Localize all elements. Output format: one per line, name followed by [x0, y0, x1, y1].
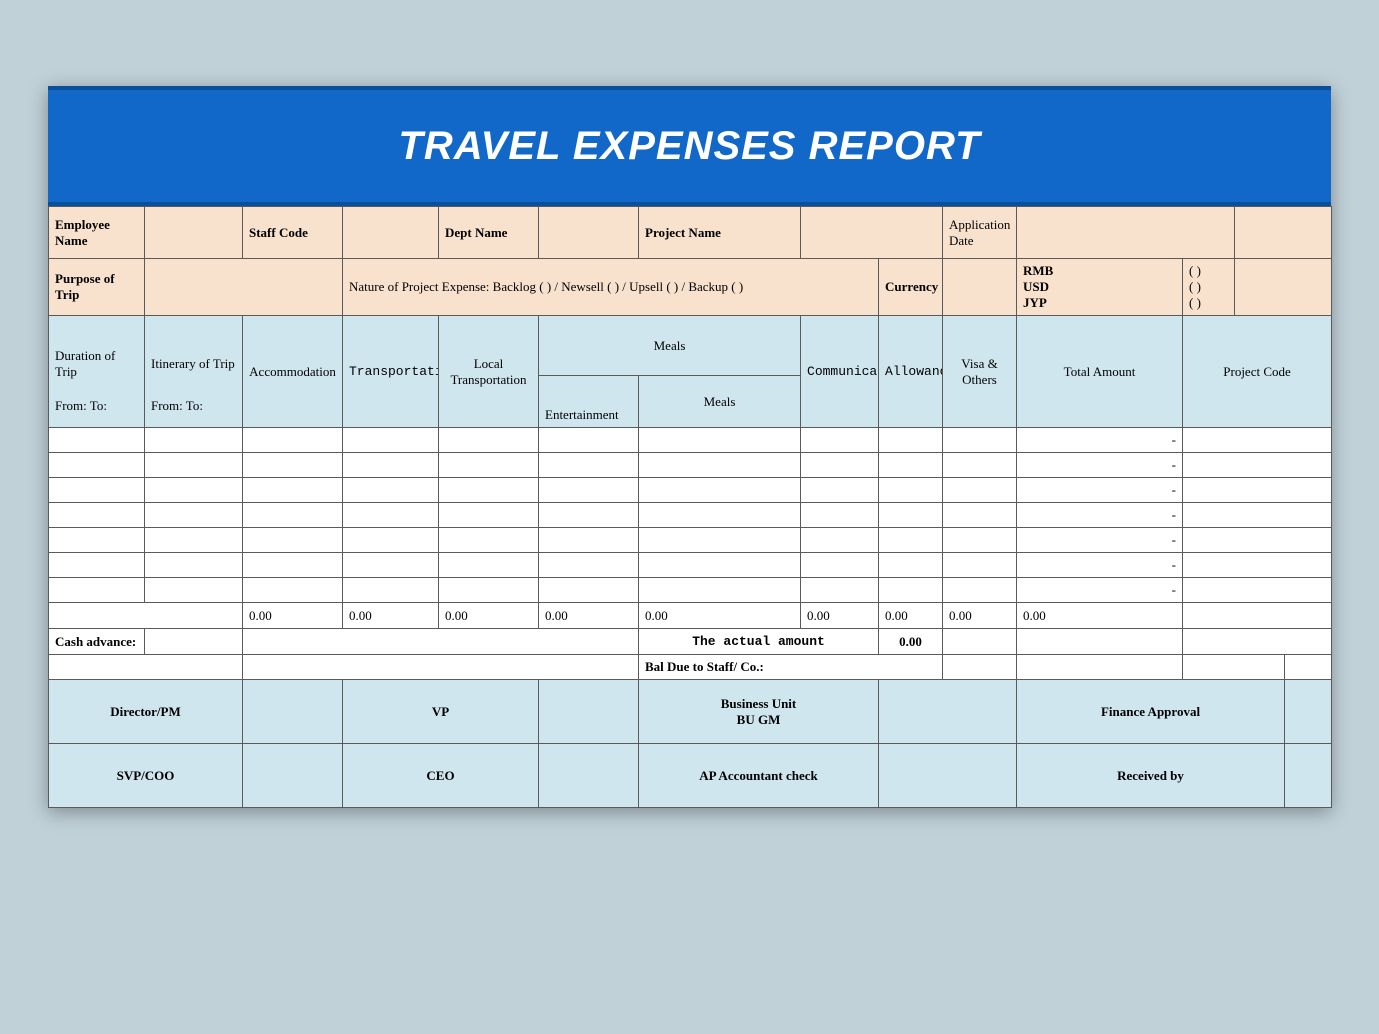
label-actual-amount: The actual amount [639, 629, 879, 655]
col-meals-sub: Meals [639, 376, 801, 428]
sig-svp: SVP/COO [49, 744, 243, 808]
sig-director-box[interactable] [243, 680, 343, 744]
paren-usd: ( ) [1189, 279, 1228, 295]
data-row[interactable]: - [49, 528, 1332, 553]
data-row[interactable]: - [49, 578, 1332, 603]
currency-rmb: RMB [1023, 263, 1176, 279]
paren-rmb: ( ) [1189, 263, 1228, 279]
col-communication: Communication [801, 316, 879, 428]
row-total: - [1017, 578, 1183, 603]
sig-ceo-box[interactable] [539, 744, 639, 808]
label-employee-name: Employee Name [49, 207, 145, 259]
col-project-code: Project Code [1183, 316, 1332, 428]
expense-report-sheet: TRAVEL EXPENSES REPORT Employee Name Sta… [48, 86, 1331, 808]
row-total: - [1017, 478, 1183, 503]
title-band: TRAVEL EXPENSES REPORT [48, 86, 1331, 206]
label-app-date: Application Date [943, 207, 1017, 259]
col-transportation: Transportation [343, 316, 439, 428]
field-currency[interactable] [943, 259, 1017, 316]
col-visa: Visa & Others [943, 316, 1017, 428]
sum-meals: 0.00 [639, 603, 801, 629]
row-total: - [1017, 428, 1183, 453]
col-entertainment: Entertainment [539, 376, 639, 428]
col-local-transport: Local Transportation [439, 316, 539, 428]
col-total: Total Amount [1017, 316, 1183, 428]
sum-visa: 0.00 [943, 603, 1017, 629]
currency-usd: USD [1023, 279, 1176, 295]
field-staff-code[interactable] [343, 207, 439, 259]
sum-allowance: 0.00 [879, 603, 943, 629]
col-itinerary: Itinerary of Trip From: To: [145, 316, 243, 428]
label-bal-due: Bal Due to Staff/ Co.: [639, 655, 943, 680]
row-total: - [1017, 453, 1183, 478]
label-purpose: Purpose of Trip [49, 259, 145, 316]
sig-director: Director/PM [49, 680, 243, 744]
field-app-date[interactable] [1017, 207, 1235, 259]
field-project-name[interactable] [801, 207, 943, 259]
field-dept-name[interactable] [539, 207, 639, 259]
sum-entertainment: 0.00 [539, 603, 639, 629]
sig-bu-box[interactable] [879, 680, 1017, 744]
sum-communication: 0.00 [801, 603, 879, 629]
report-title: TRAVEL EXPENSES REPORT [398, 124, 980, 169]
col-duration: Duration of Trip From: To: [49, 316, 145, 428]
sig-vp: VP [343, 680, 539, 744]
sig-finance: Finance Approval [1017, 680, 1285, 744]
label-currency: Currency [879, 259, 943, 316]
currency-list: RMB USD JYP [1017, 259, 1183, 316]
field-app-date-extra[interactable] [1235, 207, 1332, 259]
col-accommodation: Accommodation [243, 316, 343, 428]
data-row[interactable]: - [49, 503, 1332, 528]
currency-jyp: JYP [1023, 295, 1176, 311]
data-row[interactable]: - [49, 453, 1332, 478]
col-itinerary-sub: From: To: [151, 398, 236, 414]
field-purpose[interactable] [145, 259, 343, 316]
currency-extra[interactable] [1235, 259, 1332, 316]
field-cash-advance[interactable] [145, 629, 243, 655]
sig-finance-box[interactable] [1285, 680, 1332, 744]
row-total: - [1017, 528, 1183, 553]
sig-received-box[interactable] [1285, 744, 1332, 808]
field-employee-name[interactable] [145, 207, 243, 259]
sig-received: Received by [1017, 744, 1285, 808]
currency-parens: ( ) ( ) ( ) [1183, 259, 1235, 316]
value-actual-amount: 0.00 [879, 629, 943, 655]
col-meals-group: Meals [539, 316, 801, 376]
sum-local: 0.00 [439, 603, 539, 629]
col-duration-sub: From: To: [55, 398, 138, 414]
sig-svp-box[interactable] [243, 744, 343, 808]
sig-ceo: CEO [343, 744, 539, 808]
sig-bu: Business Unit BU GM [639, 680, 879, 744]
sum-transportation: 0.00 [343, 603, 439, 629]
label-dept-name: Dept Name [439, 207, 539, 259]
sig-ap-box[interactable] [879, 744, 1017, 808]
data-row[interactable]: - [49, 553, 1332, 578]
label-cash-advance: Cash advance: [49, 629, 145, 655]
row-total: - [1017, 503, 1183, 528]
data-row[interactable]: - [49, 478, 1332, 503]
sig-vp-box[interactable] [539, 680, 639, 744]
label-project-name: Project Name [639, 207, 801, 259]
sum-accommodation: 0.00 [243, 603, 343, 629]
col-allowance: Allowance [879, 316, 943, 428]
data-row[interactable]: - [49, 428, 1332, 453]
row-total: - [1017, 553, 1183, 578]
sum-total: 0.00 [1017, 603, 1183, 629]
label-staff-code: Staff Code [243, 207, 343, 259]
sig-ap: AP Accountant check [639, 744, 879, 808]
expense-table: Employee Name Staff Code Dept Name Proje… [48, 206, 1332, 808]
label-nature-of-expense: Nature of Project Expense: Backlog ( ) /… [343, 259, 879, 316]
paren-jyp: ( ) [1189, 295, 1228, 311]
